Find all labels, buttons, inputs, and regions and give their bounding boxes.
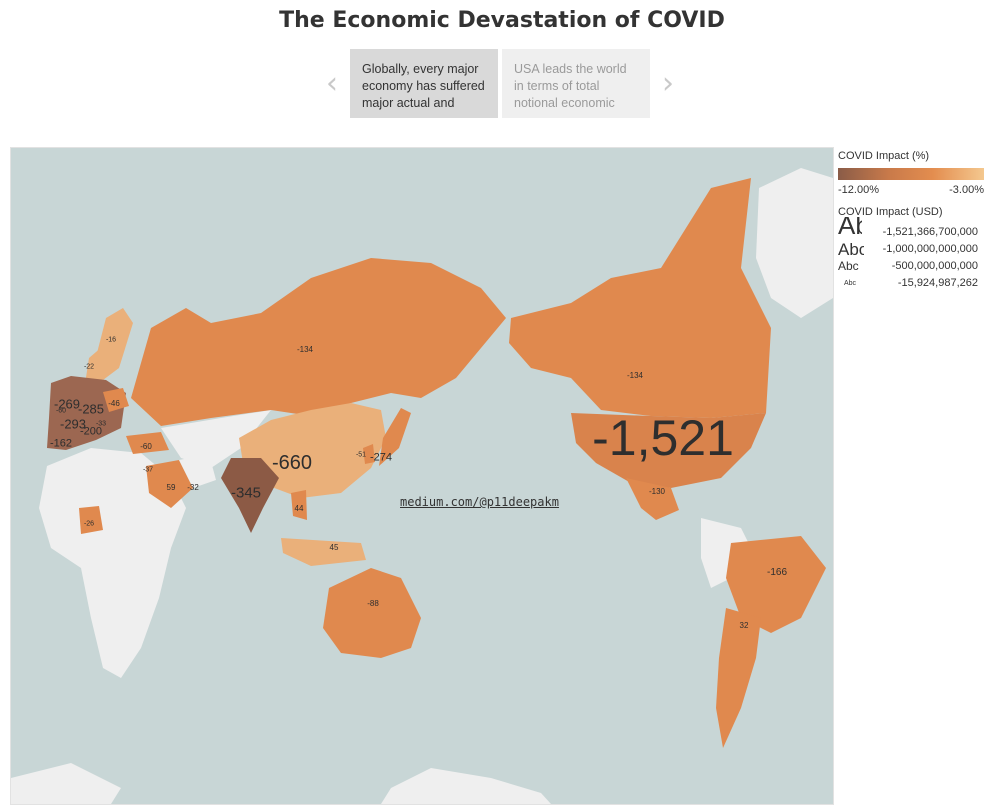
- label-mexico: -130: [648, 487, 666, 496]
- label-thailand: 44: [294, 504, 304, 513]
- legend-size-glyph-2: Abc: [838, 241, 864, 258]
- label-poland: -46: [108, 399, 120, 408]
- label-norway: -16: [105, 336, 117, 344]
- label-china: -660: [271, 452, 313, 474]
- label-korea: -51: [355, 451, 367, 459]
- australia-shape: [323, 568, 421, 658]
- label-turkey: -60: [140, 442, 152, 451]
- legend-size-glyph-1: Abc: [838, 217, 862, 239]
- china-shape: [239, 403, 386, 498]
- legend-pct-title: COVID Impact (%): [838, 150, 930, 162]
- label-germany: -285: [77, 401, 105, 417]
- label-indonesia: 45: [329, 543, 339, 552]
- story-point-1[interactable]: Globally, every major economy has suffer…: [350, 49, 498, 118]
- label-egypt: -37: [142, 466, 154, 474]
- iran-shape: [179, 454, 216, 488]
- label-brazil: -166: [766, 567, 788, 578]
- india-shape: [221, 458, 279, 533]
- legend-size-glyph-3: Abc: [838, 259, 859, 273]
- legend-size-value-4: -15,924,987,262: [897, 277, 978, 289]
- label-saudi: 59: [166, 483, 176, 492]
- sweden-shape: [85, 346, 107, 388]
- south-america-nodata-shape: [701, 518, 751, 588]
- legend-color-ramp: [838, 168, 984, 180]
- legend-size-value-3: -500,000,000,000: [891, 260, 978, 272]
- credit-link[interactable]: medium.com/@p11deepakm: [400, 495, 559, 509]
- label-nigeria: -26: [83, 520, 95, 528]
- world-map[interactable]: -1,521 -660 -345 -274 -269 -293 -285 -20…: [10, 147, 834, 805]
- saudi-shape: [146, 460, 193, 508]
- legend-pct-max: -3.00%: [949, 184, 984, 196]
- story-point-2[interactable]: USA leads the world in terms of total no…: [502, 49, 650, 118]
- antarctica-east-shape: [11, 763, 121, 804]
- legend-size-value-1: -1,521,366,700,000: [882, 226, 978, 238]
- legend-size-value-2: -1,000,000,000,000: [882, 243, 978, 255]
- legend-size-glyph-4: Abc: [844, 280, 857, 287]
- usa-shape: [571, 413, 766, 488]
- label-spain: -162: [49, 437, 73, 450]
- label-france: -293: [59, 416, 87, 432]
- map-land-layer: [11, 168, 833, 804]
- label-australia: -88: [367, 599, 379, 608]
- mexico-shape: [626, 478, 679, 520]
- label-canada: -134: [626, 371, 644, 380]
- label-iran: -32: [187, 483, 199, 492]
- norway-shape: [97, 308, 133, 380]
- canada-shape: [509, 178, 771, 418]
- japan-shape: [379, 408, 411, 466]
- label-uk: -269: [53, 396, 81, 412]
- antarctica-shape: [381, 768, 551, 804]
- legend: COVID Impact (%) -12.00% -3.00% COVID Im…: [838, 150, 998, 292]
- label-usa: -1,521: [592, 410, 734, 466]
- story-prev-arrow-icon[interactable]: ‹: [326, 66, 338, 101]
- africa-shape: [39, 448, 186, 678]
- story-next-arrow-icon[interactable]: ›: [662, 66, 674, 101]
- greenland-shape: [756, 168, 833, 318]
- poland-shape: [103, 388, 129, 412]
- nigeria-shape: [79, 506, 103, 534]
- indonesia-shape: [281, 538, 366, 566]
- argentina-shape: [716, 608, 761, 748]
- label-japan: -274: [369, 451, 393, 464]
- label-india: -345: [230, 484, 262, 502]
- brazil-shape: [726, 536, 826, 633]
- label-italy: -200: [79, 425, 103, 438]
- label-netherlands: -60: [55, 407, 67, 415]
- label-switzerland: -33: [95, 420, 107, 428]
- central-asia-shape: [161, 410, 271, 468]
- legend-pct-min: -12.00%: [838, 184, 879, 196]
- label-russia: -134: [296, 345, 314, 354]
- legend-usd-title: COVID Impact (USD): [838, 206, 943, 218]
- turkey-shape: [126, 432, 169, 454]
- korea-shape: [363, 444, 375, 464]
- russia-shape: [131, 258, 506, 426]
- label-argentina: 32: [739, 621, 749, 630]
- label-sweden: -22: [83, 363, 95, 371]
- thailand-shape: [291, 490, 307, 520]
- page-title: The Economic Devastation of COVID: [279, 8, 725, 33]
